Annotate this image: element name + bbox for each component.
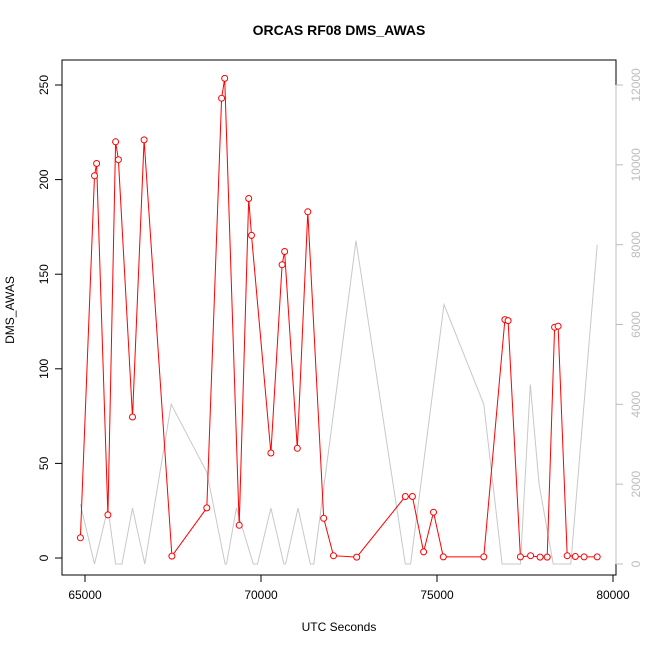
data-point [527, 552, 535, 560]
x-axis: 65000 70000 75000 80000 [68, 575, 630, 602]
y-axis: 0 50 100 150 200 250 [37, 75, 62, 561]
data-point [281, 248, 289, 255]
y2-tick-label: 10000 [629, 148, 643, 182]
data-point [439, 553, 447, 561]
plot-area [76, 74, 601, 565]
data-point [245, 195, 253, 202]
data-point [218, 94, 226, 102]
x-tick-label: 80000 [596, 588, 630, 602]
x-tick-label: 65000 [68, 588, 102, 602]
x-tick-label: 75000 [420, 588, 454, 602]
data-point [504, 317, 512, 325]
y2-axis: 0 2000 4000 6000 8000 10000 12000 [615, 68, 643, 567]
chart-title: ORCAS RF08 DMS_AWAS [253, 22, 426, 38]
y2-tick-label: 0 [629, 560, 643, 567]
data-point [221, 74, 229, 82]
data-point [580, 553, 588, 561]
data-point [571, 553, 579, 560]
data-point [104, 511, 112, 519]
data-point [536, 553, 544, 561]
data-point [129, 413, 136, 421]
data-point [563, 552, 571, 560]
y-axis-label: DMS_AWAS [3, 276, 17, 344]
data-point [140, 136, 148, 144]
x-tick-label: 70000 [244, 588, 278, 602]
data-point [168, 552, 176, 560]
y-tick-label: 0 [37, 554, 51, 561]
data-point [420, 548, 428, 556]
y-tick-label: 200 [37, 169, 51, 189]
data-point [293, 444, 301, 452]
data-point [93, 160, 101, 167]
y2-tick-label: 6000 [629, 311, 643, 338]
y2-tick-label: 4000 [629, 391, 643, 418]
data-point [91, 172, 98, 180]
data-point [304, 208, 312, 216]
data-point [76, 534, 84, 542]
data-point [353, 553, 361, 561]
data-point [430, 508, 437, 516]
data-point [267, 449, 275, 457]
data-point [320, 514, 328, 522]
data-point [248, 231, 255, 239]
data-point [593, 553, 601, 561]
y2-tick-label: 8000 [629, 231, 643, 258]
data-point [203, 504, 211, 512]
y-tick-label: 250 [37, 75, 51, 95]
y-tick-label: 150 [37, 264, 51, 284]
x-axis-label: UTC Seconds [302, 620, 377, 634]
y2-tick-label: 2000 [629, 470, 643, 497]
data-point [235, 521, 243, 529]
data-point [112, 138, 120, 146]
data-point [480, 553, 488, 561]
data-point [278, 261, 286, 269]
data-point [330, 552, 337, 560]
data-point [543, 553, 551, 561]
data-point [401, 493, 409, 500]
data-point [516, 553, 524, 561]
data-point [554, 322, 562, 330]
data-point [114, 156, 122, 164]
y-tick-label: 100 [37, 358, 51, 378]
data-point [408, 493, 416, 500]
y2-tick-label: 12000 [629, 68, 643, 102]
y-tick-label: 50 [37, 456, 51, 470]
series-line-secondary [79, 240, 598, 565]
